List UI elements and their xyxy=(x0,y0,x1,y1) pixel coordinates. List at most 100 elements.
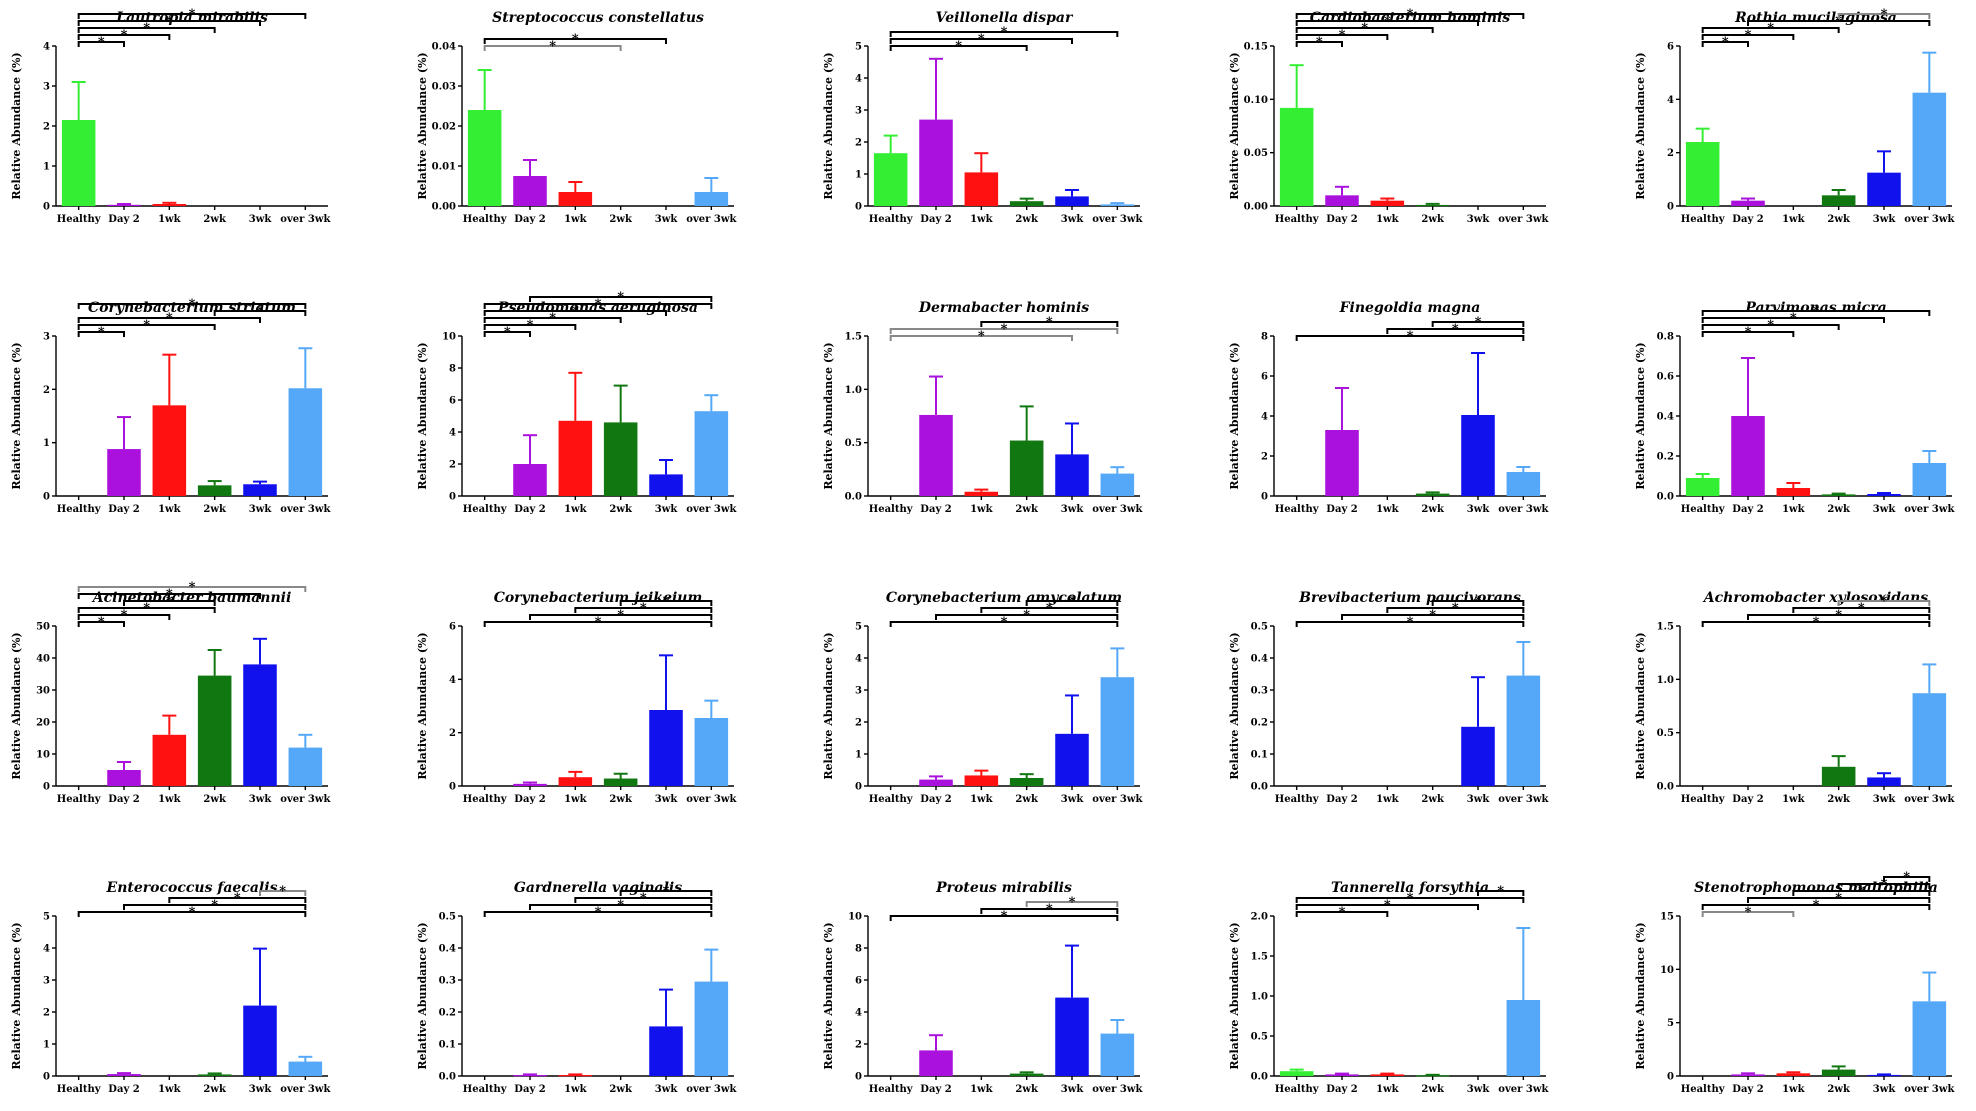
bar-4 xyxy=(1867,172,1901,206)
y-tick-label: 0.3 xyxy=(439,976,456,987)
x-tick-label: Healthy xyxy=(57,1084,102,1095)
significance-star: * xyxy=(1316,35,1323,50)
x-tick-label: 2wk xyxy=(1015,214,1039,225)
bar-4 xyxy=(1461,415,1495,496)
significance-bracket-3 xyxy=(77,607,216,613)
significance-star: * xyxy=(1497,884,1504,899)
significance-bracket-4 xyxy=(1701,310,1931,316)
bar-0 xyxy=(467,110,502,206)
chart-panel-15: Achromobacter xylosoxidans Relative Abund… xyxy=(1634,590,1955,805)
x-tick-label: over 3wk xyxy=(1498,1084,1549,1095)
significance-bracket-2 xyxy=(1701,34,1795,40)
significance-bracket-3 xyxy=(574,607,713,613)
x-tick-label: over 3wk xyxy=(686,794,737,805)
bar-3 xyxy=(1009,201,1044,206)
y-axis-label: Relative Abundance (%) xyxy=(10,52,23,199)
significance-star: * xyxy=(640,891,647,906)
chart-title: Finegoldia magna xyxy=(1339,300,1481,316)
y-tick-label: 3 xyxy=(855,686,862,697)
bar-2 xyxy=(964,491,999,496)
x-tick-label: over 3wk xyxy=(1498,214,1549,225)
bar-2 xyxy=(558,777,593,786)
x-tick-label: Day 2 xyxy=(1732,214,1763,225)
significance-star: * xyxy=(1767,21,1774,36)
bar-4 xyxy=(1055,196,1089,206)
x-tick-label: 2wk xyxy=(609,1084,633,1095)
significance-star: * xyxy=(1835,891,1842,906)
x-tick-label: Healthy xyxy=(463,504,508,515)
y-tick-label: 4 xyxy=(855,74,862,85)
bar-1 xyxy=(1325,1074,1359,1076)
x-tick-label: 1wk xyxy=(970,794,994,805)
bar-1 xyxy=(107,770,141,786)
significance-bracket-3 xyxy=(1431,321,1525,327)
x-tick-label: Day 2 xyxy=(1732,504,1763,515)
bar-0 xyxy=(1685,478,1720,496)
significance-star: * xyxy=(1407,891,1414,906)
x-tick-label: 2wk xyxy=(1015,504,1039,515)
significance-star: * xyxy=(1339,905,1346,920)
y-tick-label: 10 xyxy=(848,912,862,923)
bar-5 xyxy=(694,981,729,1076)
y-tick-label: 1.5 xyxy=(1657,622,1674,633)
significance-star: * xyxy=(1475,315,1482,330)
significance-bracket-2 xyxy=(1295,904,1479,910)
x-tick-label: 1wk xyxy=(158,794,182,805)
y-tick-label: 1 xyxy=(855,170,862,181)
significance-bracket-5 xyxy=(77,13,307,19)
chart-panel-14: Brevibacterium paucivorans Relative Abund… xyxy=(1228,590,1549,805)
x-tick-label: Healthy xyxy=(1681,794,1726,805)
y-tick-label: 4 xyxy=(855,654,862,665)
y-axis-label: Relative Abundance (%) xyxy=(1634,922,1647,1069)
significance-bracket-1 xyxy=(483,45,622,51)
x-tick-label: Day 2 xyxy=(514,504,545,515)
significance-bracket-5 xyxy=(1837,13,1931,19)
bar-3 xyxy=(197,1074,232,1076)
bar-3 xyxy=(1415,1075,1450,1077)
significance-star: * xyxy=(1722,35,1729,50)
y-tick-label: 10 xyxy=(1660,965,1674,976)
y-tick-label: 0.15 xyxy=(1244,42,1268,53)
y-tick-label: 0.2 xyxy=(439,1008,456,1019)
x-tick-label: Day 2 xyxy=(108,1084,139,1095)
y-tick-label: 0.6 xyxy=(1657,372,1674,383)
x-tick-label: over 3wk xyxy=(1904,504,1955,515)
significance-bracket-2 xyxy=(980,908,1119,914)
y-tick-label: 10 xyxy=(36,750,50,761)
y-tick-label: 0 xyxy=(1667,202,1674,213)
bar-4 xyxy=(243,1005,277,1076)
y-tick-label: 6 xyxy=(1667,42,1674,53)
y-axis-label: Relative Abundance (%) xyxy=(1228,922,1241,1069)
x-tick-label: 3wk xyxy=(249,1084,273,1095)
x-tick-label: Day 2 xyxy=(108,794,139,805)
significance-bracket-5 xyxy=(77,303,307,309)
significance-star: * xyxy=(1858,884,1865,899)
y-tick-label: 8 xyxy=(1261,332,1268,343)
x-tick-label: 3wk xyxy=(1873,214,1897,225)
significance-bracket-3 xyxy=(1701,317,1885,323)
significance-star: * xyxy=(1745,905,1752,920)
y-tick-label: 5 xyxy=(1667,1018,1674,1029)
y-tick-label: 10 xyxy=(442,332,456,343)
significance-star: * xyxy=(1767,318,1774,333)
y-tick-label: 0 xyxy=(449,492,456,503)
bar-1 xyxy=(919,1050,953,1076)
y-tick-label: 0.03 xyxy=(432,82,456,93)
bar-2 xyxy=(152,405,187,496)
y-tick-label: 20 xyxy=(36,718,50,729)
x-tick-label: over 3wk xyxy=(686,1084,737,1095)
bar-4 xyxy=(1867,1074,1901,1077)
bar-5 xyxy=(288,1061,323,1076)
x-tick-label: over 3wk xyxy=(1092,214,1143,225)
significance-star: * xyxy=(1745,28,1752,43)
y-tick-label: 0 xyxy=(855,1072,862,1083)
significance-star: * xyxy=(1429,608,1436,623)
bar-2 xyxy=(152,204,187,206)
x-tick-label: 1wk xyxy=(158,504,182,515)
significance-bracket-4 xyxy=(259,890,307,896)
bar-1 xyxy=(513,783,547,786)
chart-panel-20: Stenotrophomonas maltophilia Relative Abu… xyxy=(1634,870,1955,1095)
significance-bracket-3 xyxy=(1025,901,1119,907)
y-tick-label: 0 xyxy=(855,782,862,793)
x-tick-label: 2wk xyxy=(1421,504,1445,515)
